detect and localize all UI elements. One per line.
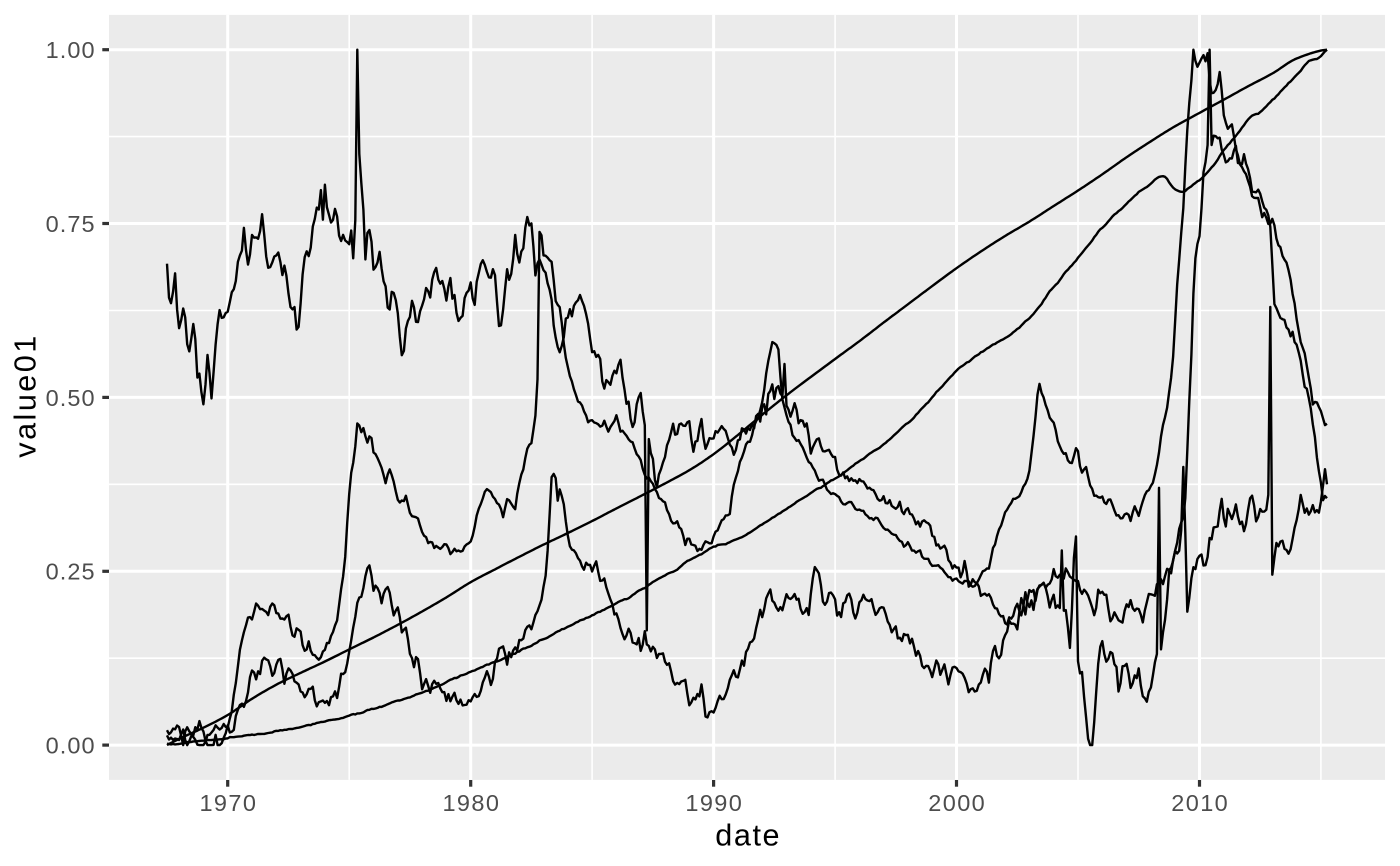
svg-text:1970: 1970 — [199, 790, 256, 816]
svg-text:2000: 2000 — [928, 790, 985, 816]
svg-text:1.00: 1.00 — [46, 37, 95, 63]
svg-text:0.00: 0.00 — [46, 733, 95, 759]
svg-text:0.25: 0.25 — [46, 559, 95, 585]
svg-text:0.50: 0.50 — [46, 385, 95, 411]
svg-text:date: date — [715, 819, 779, 853]
svg-text:1980: 1980 — [442, 790, 499, 816]
svg-text:value01: value01 — [8, 336, 42, 458]
svg-text:0.75: 0.75 — [46, 211, 95, 237]
svg-text:1990: 1990 — [685, 790, 742, 816]
svg-text:2010: 2010 — [1171, 790, 1228, 816]
